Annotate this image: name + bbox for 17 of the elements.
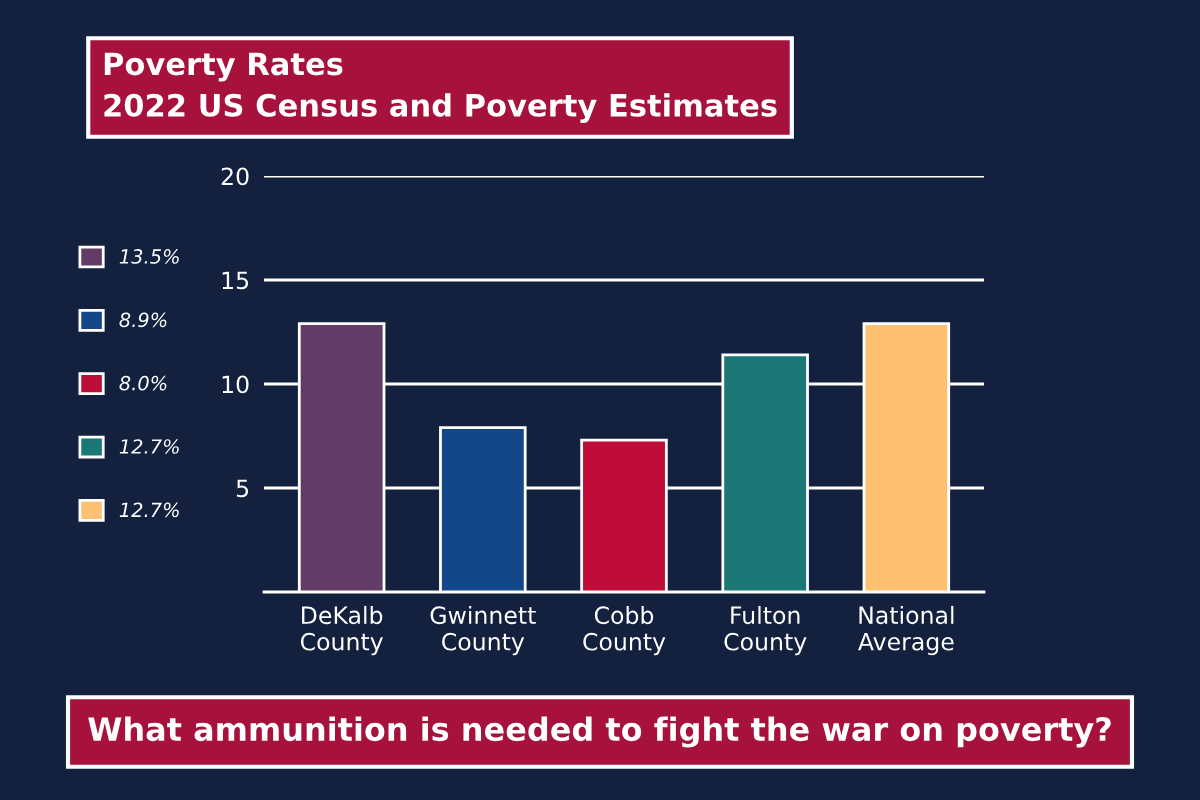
legend-label: 8.9% (119, 312, 167, 328)
y-tick-label: 5 (236, 479, 249, 498)
x-tick-label: Cobb County (583, 605, 666, 656)
legend-label: 8.0% (119, 375, 167, 391)
y-tick-label: 15 (222, 271, 249, 290)
x-tick-label: DeKalb County (300, 605, 383, 656)
chart-subtitle: 2022 US Census and Poverty Estimates (104, 93, 777, 123)
x-tick-label: Gwinnett County (430, 605, 536, 656)
legend-label: 12.7% (119, 439, 179, 454)
y-tick-label: 10 (222, 375, 249, 394)
x-tick-label: National Average (858, 605, 954, 656)
x-tick-label: Fulton County (724, 605, 807, 656)
legend-label: 13.5% (119, 249, 179, 264)
y-tick-label: 20 (221, 167, 249, 186)
chart-title: Poverty Rates (104, 52, 343, 82)
legend-label: 12.7% (119, 502, 179, 518)
text: What ammunition is needed to fight the war on poverty? (88, 716, 1111, 748)
